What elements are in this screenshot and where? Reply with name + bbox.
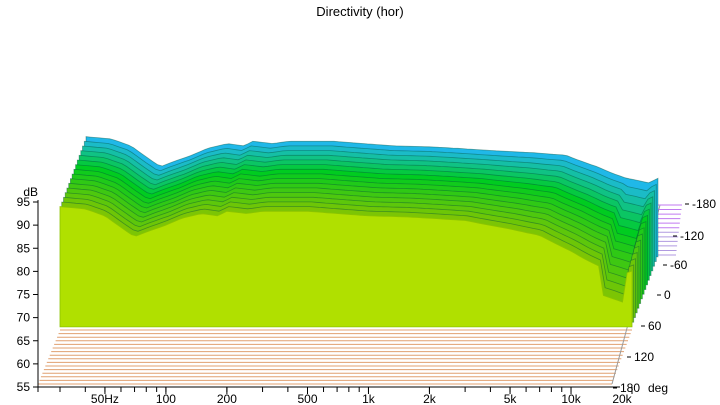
chart-title: Directivity (hor) <box>316 4 403 19</box>
surface-layers <box>59 136 659 328</box>
frequency-tick-label: 500 <box>297 392 317 405</box>
db-tick-label: 75 <box>17 288 31 302</box>
angle-axis-label: deg <box>648 381 668 395</box>
db-axis-label: dB <box>23 185 38 199</box>
angle-tick-label: -180 <box>692 197 716 211</box>
db-tick-label: 90 <box>17 218 31 232</box>
angle-tick-label: -120 <box>680 229 704 243</box>
frequency-tick-label: 2k <box>423 392 437 405</box>
db-axis: dB 95 90 85 80 75 70 65 60 55 <box>17 185 39 394</box>
angle-tick-label: 0 <box>664 288 671 302</box>
db-tick-label: 70 <box>17 311 31 325</box>
frequency-axis: 50Hz 100 200 500 1k 2k 5k 10k 20k <box>38 386 633 405</box>
db-tick-label: 65 <box>17 334 31 348</box>
frequency-tick-label: 10k <box>561 392 581 405</box>
frequency-tick-label: 1k <box>362 392 376 405</box>
db-tick-label: 55 <box>17 380 31 394</box>
db-tick-label: 85 <box>17 241 31 255</box>
frequency-tick-label: 200 <box>217 392 237 405</box>
angle-tick-label: -60 <box>670 258 688 272</box>
frequency-tick-label: 100 <box>156 392 176 405</box>
db-tick-label: 80 <box>17 264 31 278</box>
surface-front-layer <box>59 206 633 328</box>
floor-grid <box>38 204 682 385</box>
angle-axis: -180 -120 -60 0 60 120 180 <box>613 197 716 395</box>
frequency-tick-label: 50Hz <box>91 392 119 405</box>
db-tick-label: 60 <box>17 357 31 371</box>
frequency-tick-label: 20k <box>612 392 632 405</box>
frequency-tick-label: 5k <box>504 392 518 405</box>
db-tick-label: 95 <box>17 195 31 209</box>
angle-tick-label: 120 <box>634 350 654 364</box>
angle-tick-label: 60 <box>648 319 662 333</box>
angle-tick-label: 180 <box>620 381 640 395</box>
